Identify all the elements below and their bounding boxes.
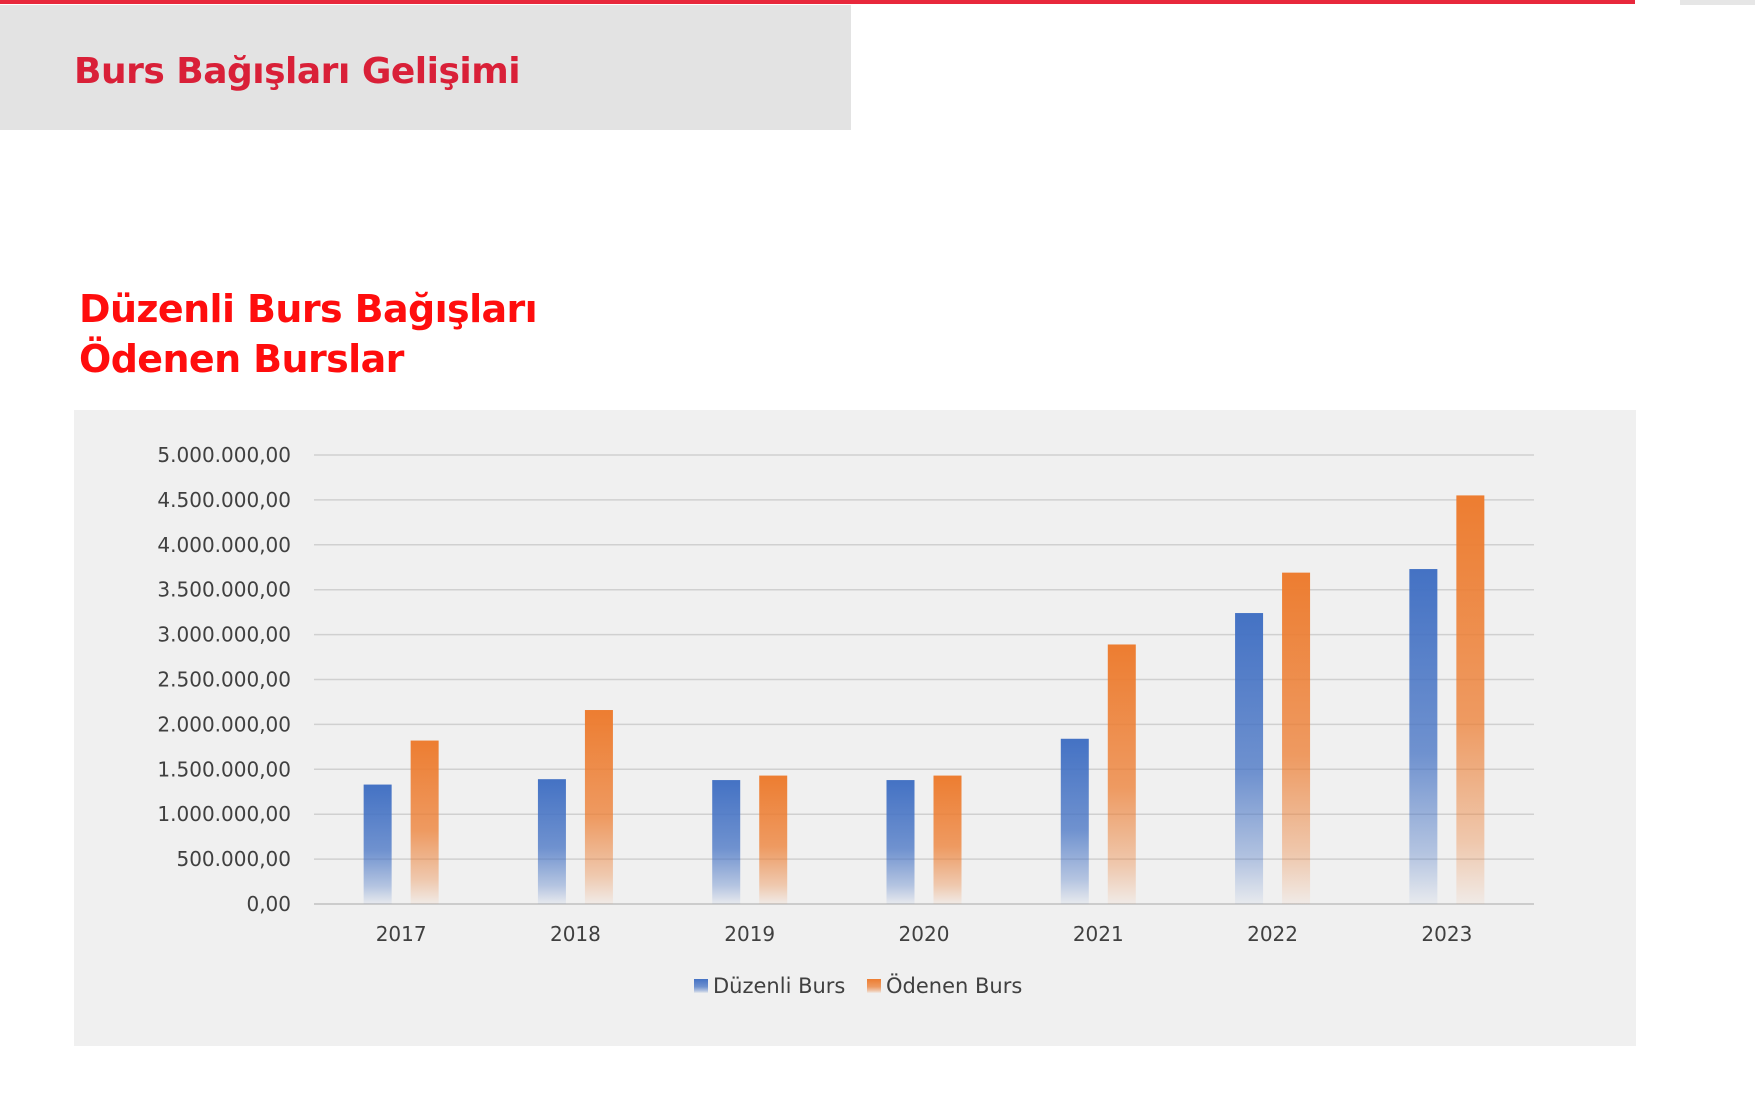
bar-odenen-burs-2022 [1282, 572, 1311, 904]
x-tick-label: 2023 [1421, 922, 1472, 946]
bar-duzenli-burs-2023 [1409, 569, 1438, 904]
section-title: Düzenli Burs Bağışları Ödenen Burslar [79, 284, 538, 384]
y-tick-label: 2.000.000,00 [157, 712, 291, 736]
page-title: Burs Bağışları Gelişimi [74, 51, 521, 92]
bar-chart: 0,00 500.000,00 1.000.000,00 1.500.000,00 2.… [157, 443, 1534, 998]
bar-odenen-burs-2019 [759, 775, 788, 904]
bar-duzenli-burs-2020 [886, 780, 915, 904]
bar-duzenli-burs-2018 [537, 779, 566, 904]
y-tick-label: 1.000.000,00 [157, 802, 291, 826]
legend: Düzenli Burs Ödenen Burs [694, 973, 1022, 998]
chart-panel: 0,00 500.000,00 1.000.000,00 1.500.000,00 2.… [74, 410, 1636, 1046]
y-tick-label: 2.500.000,00 [157, 668, 291, 692]
x-tick-label: 2019 [724, 922, 775, 946]
x-tick-label: 2017 [376, 922, 427, 946]
x-tick-label: 2021 [1073, 922, 1124, 946]
section-title-line-2: Ödenen Burslar [79, 337, 404, 381]
y-tick-label: 5.000.000,00 [157, 443, 291, 467]
x-tick-label: 2022 [1247, 922, 1298, 946]
y-tick-label: 0,00 [246, 892, 291, 916]
y-tick-label: 1.500.000,00 [157, 757, 291, 781]
y-tick-label: 3.000.000,00 [157, 623, 291, 647]
legend-label: Ödenen Burs [886, 973, 1022, 998]
top-accent-bar [0, 0, 1635, 4]
bar-duzenli-burs-2017 [363, 784, 392, 904]
top-right-divider [1680, 0, 1755, 5]
bar-odenen-burs-2018 [584, 710, 613, 904]
legend-swatch [867, 979, 881, 993]
y-tick-label: 3.500.000,00 [157, 578, 291, 602]
y-tick-label: 4.000.000,00 [157, 533, 291, 557]
legend-label: Düzenli Burs [713, 974, 845, 998]
bar-odenen-burs-2023 [1456, 495, 1485, 904]
x-tick-label: 2018 [550, 922, 601, 946]
bar-odenen-burs-2020 [933, 775, 962, 904]
bar-duzenli-burs-2022 [1235, 613, 1264, 904]
y-tick-label: 4.500.000,00 [157, 488, 291, 512]
bar-odenen-burs-2017 [410, 740, 439, 904]
gridlines [314, 454, 1534, 905]
bar-duzenli-burs-2021 [1060, 738, 1089, 904]
bar-duzenli-burs-2019 [712, 780, 741, 904]
section-title-line-1: Düzenli Burs Bağışları [79, 287, 538, 331]
x-axis-ticks: 2017 2018 2019 2020 2021 2022 2023 [376, 922, 1473, 946]
legend-swatch [694, 979, 708, 993]
bar-odenen-burs-2021 [1107, 644, 1136, 904]
header-banner: Burs Bağışları Gelişimi [0, 5, 851, 130]
bars [363, 495, 1485, 904]
x-tick-label: 2020 [899, 922, 950, 946]
y-axis-ticks: 0,00 500.000,00 1.000.000,00 1.500.000,00 2.… [157, 443, 291, 916]
y-tick-label: 500.000,00 [176, 847, 291, 871]
